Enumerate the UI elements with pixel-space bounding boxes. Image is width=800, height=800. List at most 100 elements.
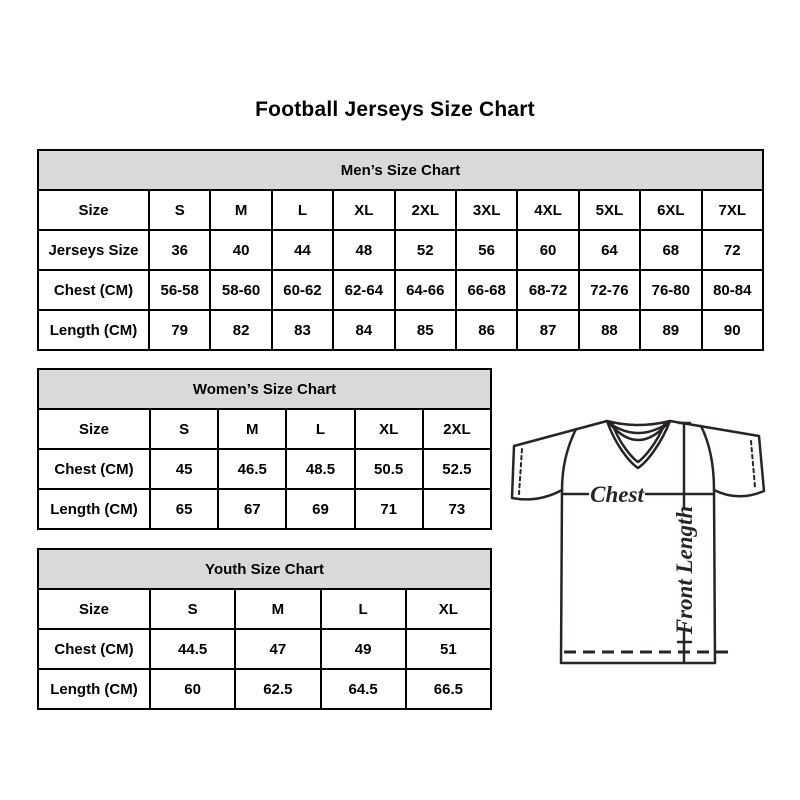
table-row: Jerseys Size 36 40 44 48 52 56 60 64 68 72 <box>37 229 765 271</box>
armhole-seam-left <box>560 427 578 492</box>
size-value-cell: S <box>148 408 220 450</box>
size-value-cell: 90 <box>700 309 765 351</box>
sleeve-cuff-dashed-lines <box>518 440 756 495</box>
size-value-cell: 66-68 <box>454 269 519 311</box>
size-value-cell: 68 <box>639 229 703 271</box>
size-value-cell: 64 <box>577 229 642 271</box>
size-value-cell: 67 <box>217 488 288 530</box>
womens-size-table: Women’s Size Chart Size S M L XL 2XL Chest (CM… <box>37 368 493 530</box>
table-row: Chest (CM) 45 46.5 48.5 50.5 52.5 <box>37 448 493 490</box>
size-value-cell: 89 <box>639 309 703 351</box>
row-label: Size <box>37 189 150 231</box>
size-value-cell: 2XL <box>393 189 457 231</box>
size-value-cell: 79 <box>147 309 212 351</box>
table-row: Size S M L XL 2XL <box>37 408 493 450</box>
size-value-cell: 58-60 <box>209 269 273 311</box>
size-value-cell: XL <box>353 408 424 450</box>
size-value-cell: 69 <box>285 488 356 530</box>
table-row: Chest (CM) 44.5 47 49 51 <box>37 628 493 670</box>
row-label: Chest (CM) <box>37 628 151 670</box>
chest-label: Chest <box>590 482 644 507</box>
table-row: Chest (CM) 56-58 58-60 60-62 62-64 64-66 66-68… <box>37 269 765 311</box>
size-value-cell: 71 <box>353 488 424 530</box>
collar-v-band <box>605 419 672 470</box>
front-length-label: Front Length <box>672 506 697 635</box>
row-label: Jerseys Size <box>37 229 150 271</box>
size-value-cell: 64.5 <box>319 668 407 710</box>
size-value-cell: 60-62 <box>270 269 335 311</box>
size-value-cell: 64-66 <box>393 269 457 311</box>
size-value-cell: 46.5 <box>217 448 288 490</box>
size-value-cell: M <box>209 189 273 231</box>
size-value-cell: 88 <box>577 309 642 351</box>
mens-table-title: Men’s Size Chart <box>37 149 764 191</box>
table-header-row: Men’s Size Chart <box>37 149 764 191</box>
size-value-cell: 2XL <box>421 408 493 450</box>
row-label: Size <box>37 408 151 450</box>
jersey-diagram: Chest Front Length <box>510 419 766 665</box>
row-label: Length (CM) <box>37 668 151 710</box>
size-value-cell: 49 <box>319 628 407 670</box>
size-value-cell: 44.5 <box>148 628 237 670</box>
size-value-cell: 72 <box>700 229 765 271</box>
table-row: Length (CM) 79 82 83 84 85 86 87 88 89 90 <box>37 309 765 351</box>
page-title: Football Jerseys Size Chart <box>255 98 535 121</box>
size-value-cell: 56 <box>454 229 519 271</box>
size-value-cell: 4XL <box>516 189 580 231</box>
size-value-cell: 83 <box>270 309 335 351</box>
row-label: Length (CM) <box>37 488 151 530</box>
size-value-cell: 40 <box>209 229 273 271</box>
size-value-cell: 48.5 <box>285 448 356 490</box>
shirt-outline <box>510 419 766 665</box>
size-value-cell: S <box>148 588 237 630</box>
size-value-cell: M <box>234 588 322 630</box>
size-value-cell: 5XL <box>577 189 642 231</box>
size-value-cell: 82 <box>209 309 273 351</box>
size-value-cell: 36 <box>147 229 212 271</box>
size-value-cell: 52 <box>393 229 457 271</box>
size-value-cell: 76-80 <box>639 269 703 311</box>
table-header-row: Women’s Size Chart <box>37 368 492 410</box>
size-value-cell: 72-76 <box>577 269 642 311</box>
size-value-cell: 87 <box>516 309 580 351</box>
row-label: Chest (CM) <box>37 448 151 490</box>
size-value-cell: 7XL <box>700 189 765 231</box>
size-value-cell: 47 <box>234 628 322 670</box>
table-row: Size S M L XL 2XL 3XL 4XL 5XL 6XL 7XL <box>37 189 765 231</box>
size-value-cell: M <box>217 408 288 450</box>
size-value-cell: 62-64 <box>332 269 396 311</box>
size-value-cell: 84 <box>332 309 396 351</box>
size-value-cell: XL <box>404 588 493 630</box>
row-label: Size <box>37 588 151 630</box>
size-value-cell: 6XL <box>639 189 703 231</box>
size-value-cell: XL <box>332 189 396 231</box>
table-header-row: Youth Size Chart <box>37 548 492 590</box>
row-label: Length (CM) <box>37 309 150 351</box>
size-value-cell: L <box>270 189 335 231</box>
size-value-cell: L <box>319 588 407 630</box>
size-value-cell: 51 <box>404 628 493 670</box>
womens-table-title: Women’s Size Chart <box>37 368 492 410</box>
size-value-cell: S <box>147 189 212 231</box>
size-value-cell: L <box>285 408 356 450</box>
size-value-cell: 85 <box>393 309 457 351</box>
size-value-cell: 65 <box>148 488 220 530</box>
size-value-cell: 3XL <box>454 189 519 231</box>
size-value-cell: 56-58 <box>147 269 212 311</box>
youth-size-table: Youth Size Chart Size S M L XL Chest (CM) 44.5… <box>37 548 493 710</box>
armhole-seam-right <box>699 424 716 492</box>
row-label: Chest (CM) <box>37 269 150 311</box>
table-row: Length (CM) 60 62.5 64.5 66.5 <box>37 668 493 710</box>
size-value-cell: 86 <box>454 309 519 351</box>
table-row: Size S M L XL <box>37 588 493 630</box>
mens-size-table: Men’s Size Chart Size S M L XL 2XL 3XL 4XL 5XL 6X… <box>37 149 765 351</box>
size-value-cell: 44 <box>270 229 335 271</box>
size-value-cell: 73 <box>421 488 493 530</box>
size-value-cell: 66.5 <box>404 668 493 710</box>
youth-table-title: Youth Size Chart <box>37 548 492 590</box>
size-value-cell: 60 <box>148 668 237 710</box>
size-value-cell: 50.5 <box>353 448 424 490</box>
size-value-cell: 60 <box>516 229 580 271</box>
front-length-measure-line <box>676 421 693 664</box>
size-value-cell: 62.5 <box>234 668 322 710</box>
